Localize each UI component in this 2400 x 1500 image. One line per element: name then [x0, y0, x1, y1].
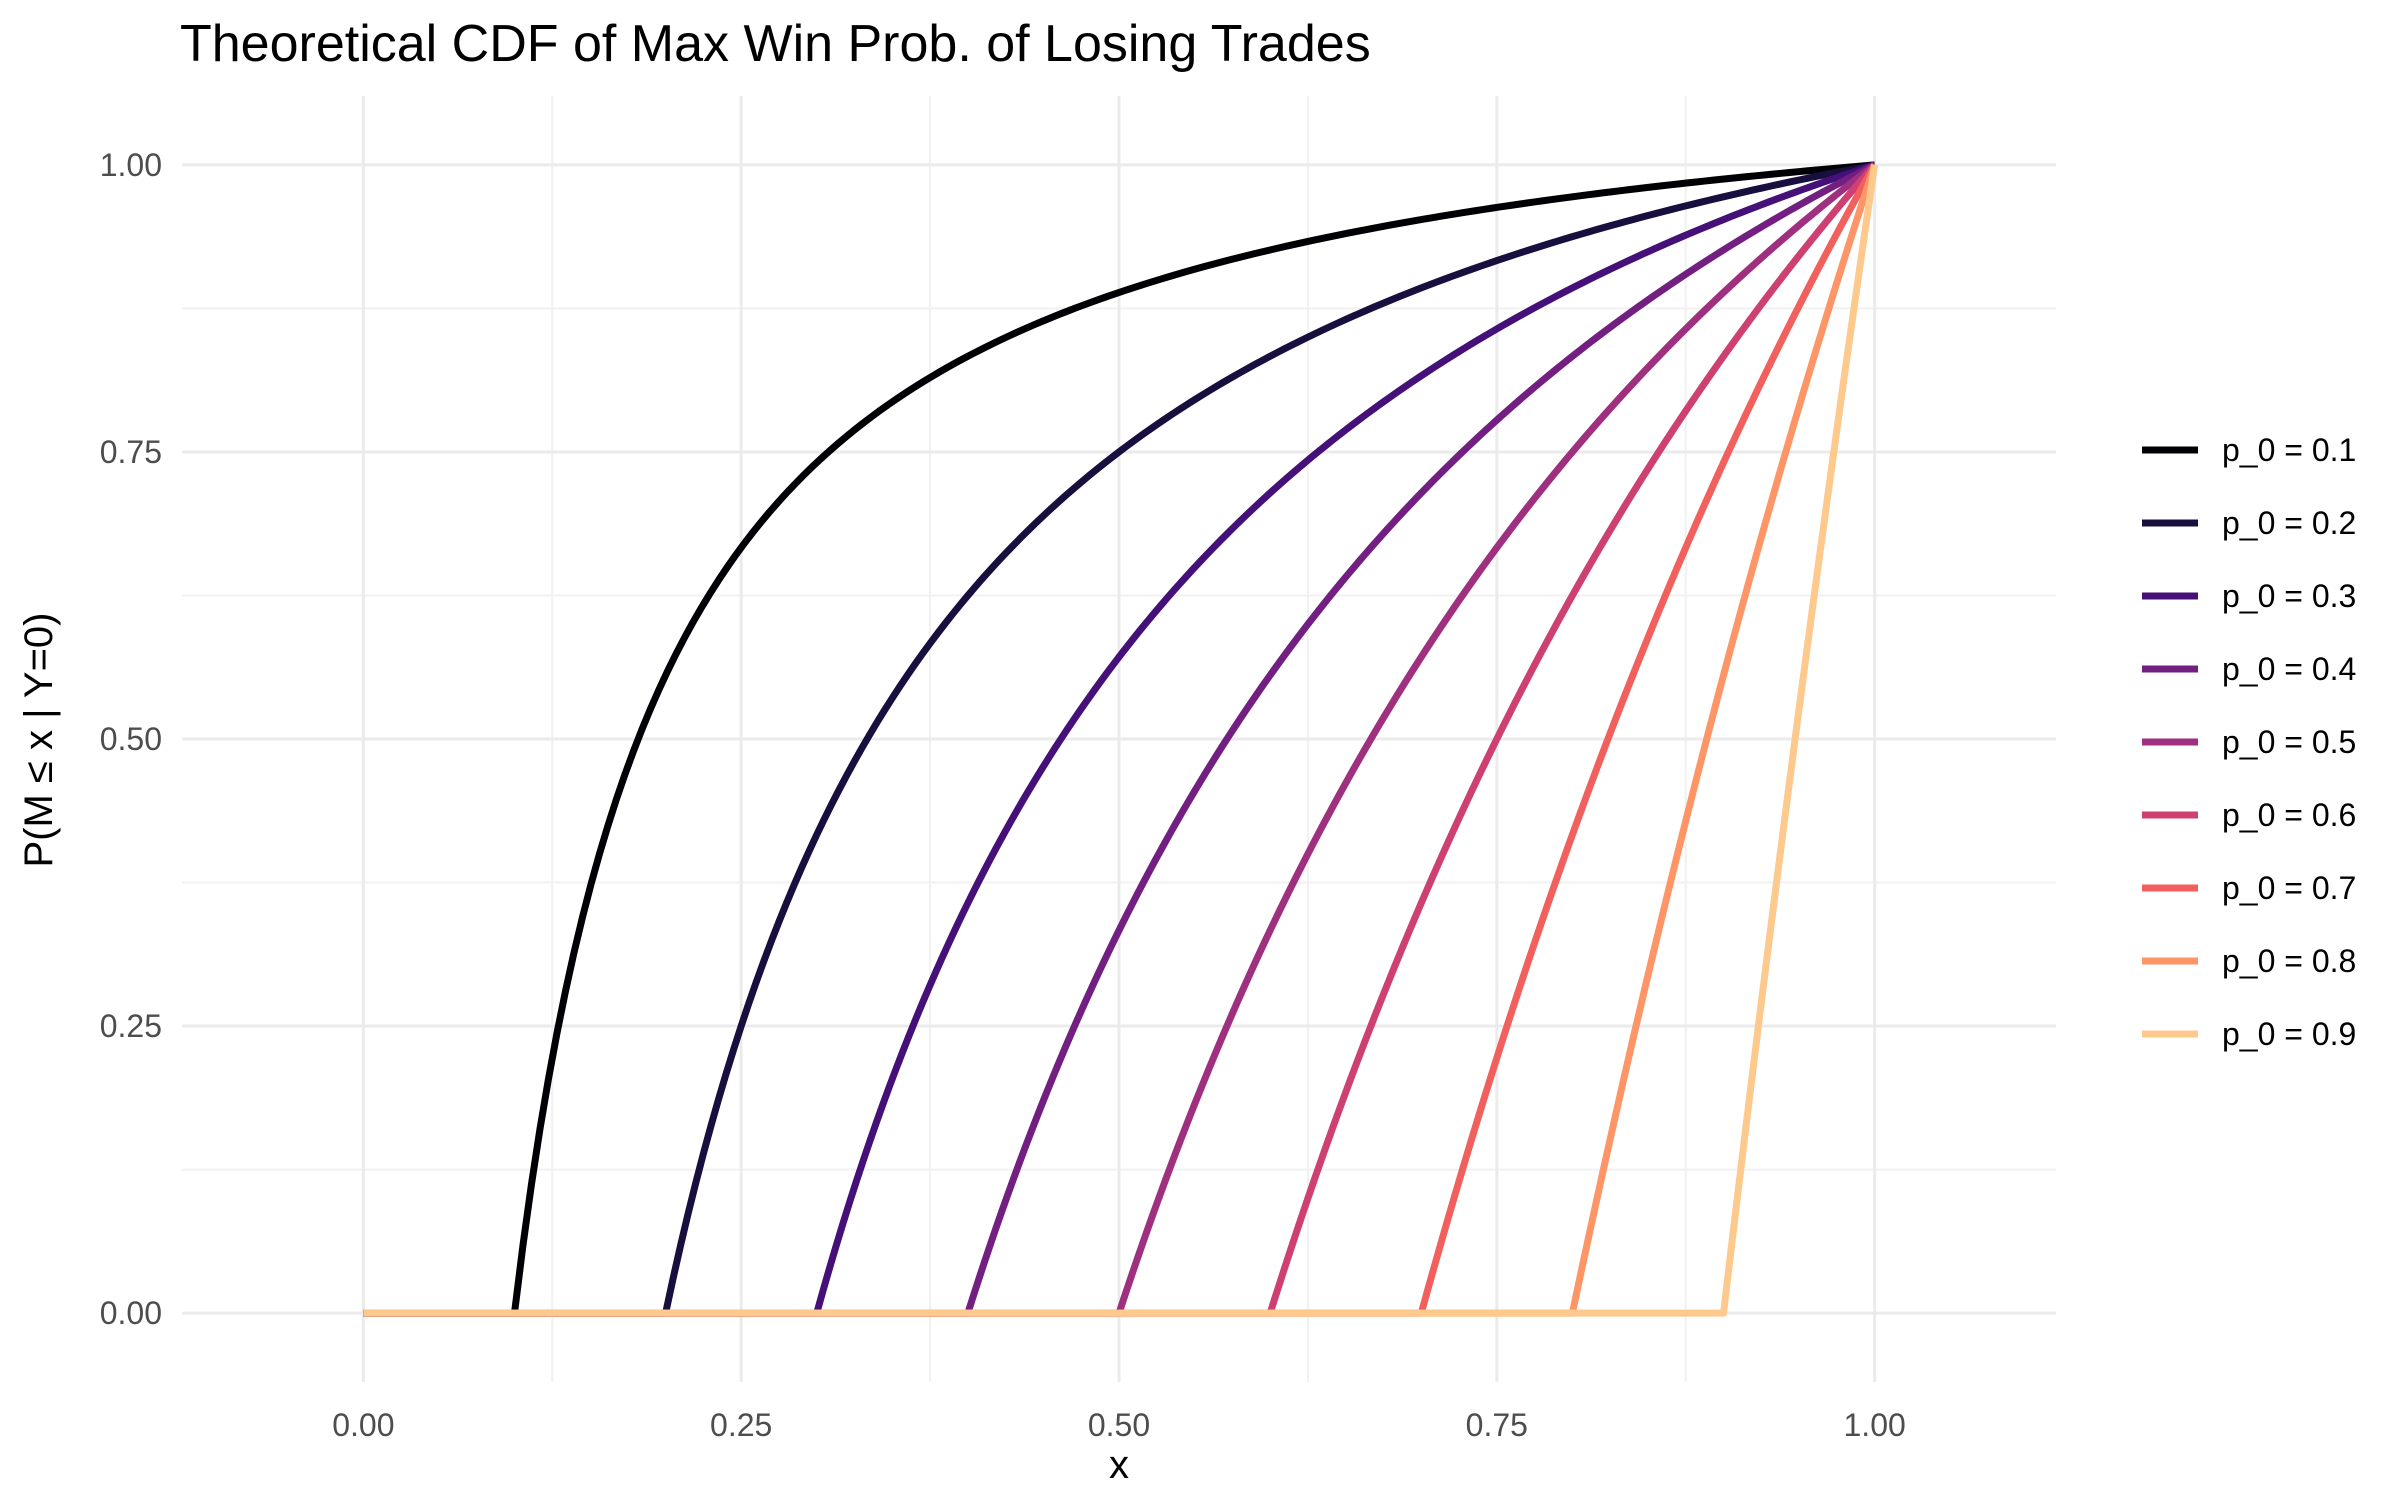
x-tick-label: 1.00	[1844, 1407, 1906, 1443]
legend-label: p_0 = 0.6	[2222, 797, 2356, 833]
series-line-0-2	[363, 161, 1876, 1317]
legend-label: p_0 = 0.4	[2222, 651, 2356, 687]
x-tick-label: 0.50	[1088, 1407, 1150, 1443]
legend: p_0 = 0.1 p_0 = 0.2 p_0 = 0.3 p_0 = 0.4 p_0 …	[2142, 432, 2356, 1052]
y-tick-label: 0.00	[100, 1295, 162, 1331]
legend-label: p_0 = 0.2	[2222, 505, 2356, 541]
legend-label: p_0 = 0.1	[2222, 432, 2356, 468]
series-line-0-3	[363, 161, 1876, 1317]
series-lines	[363, 161, 1879, 1317]
series-line-0-1	[363, 161, 1875, 1317]
x-axis-title: x	[1109, 1443, 1129, 1487]
series-line-0-7	[363, 163, 1878, 1317]
y-tick-label: 0.25	[100, 1008, 162, 1044]
y-tick-label: 1.00	[100, 147, 162, 183]
legend-label: p_0 = 0.9	[2222, 1016, 2356, 1052]
y-tick-label: 0.75	[100, 434, 162, 470]
series-line-0-8	[363, 163, 1878, 1317]
x-tick-label: 0.00	[332, 1407, 394, 1443]
legend-label: p_0 = 0.8	[2222, 943, 2356, 979]
series-line-0-9	[363, 164, 1879, 1317]
y-tick-label: 0.50	[100, 721, 162, 757]
y-axis-tick-labels: 0.00 0.25 0.50 0.75 1.00	[100, 147, 162, 1331]
legend-label: p_0 = 0.7	[2222, 870, 2356, 906]
y-axis-title: P(M ≤ x | Y=0)	[17, 613, 61, 868]
x-tick-label: 0.75	[1466, 1407, 1528, 1443]
x-axis-tick-labels: 0.00 0.25 0.50 0.75 1.00	[332, 1407, 1906, 1443]
legend-label: p_0 = 0.3	[2222, 578, 2356, 614]
chart-title: Theoretical CDF of Max Win Prob. of Losi…	[180, 15, 1371, 73]
series-line-0-4	[363, 161, 1877, 1317]
legend-label: p_0 = 0.5	[2222, 724, 2356, 760]
series-line-0-6	[363, 162, 1878, 1317]
series-line-0-5	[363, 162, 1877, 1317]
x-tick-label: 0.25	[710, 1407, 772, 1443]
